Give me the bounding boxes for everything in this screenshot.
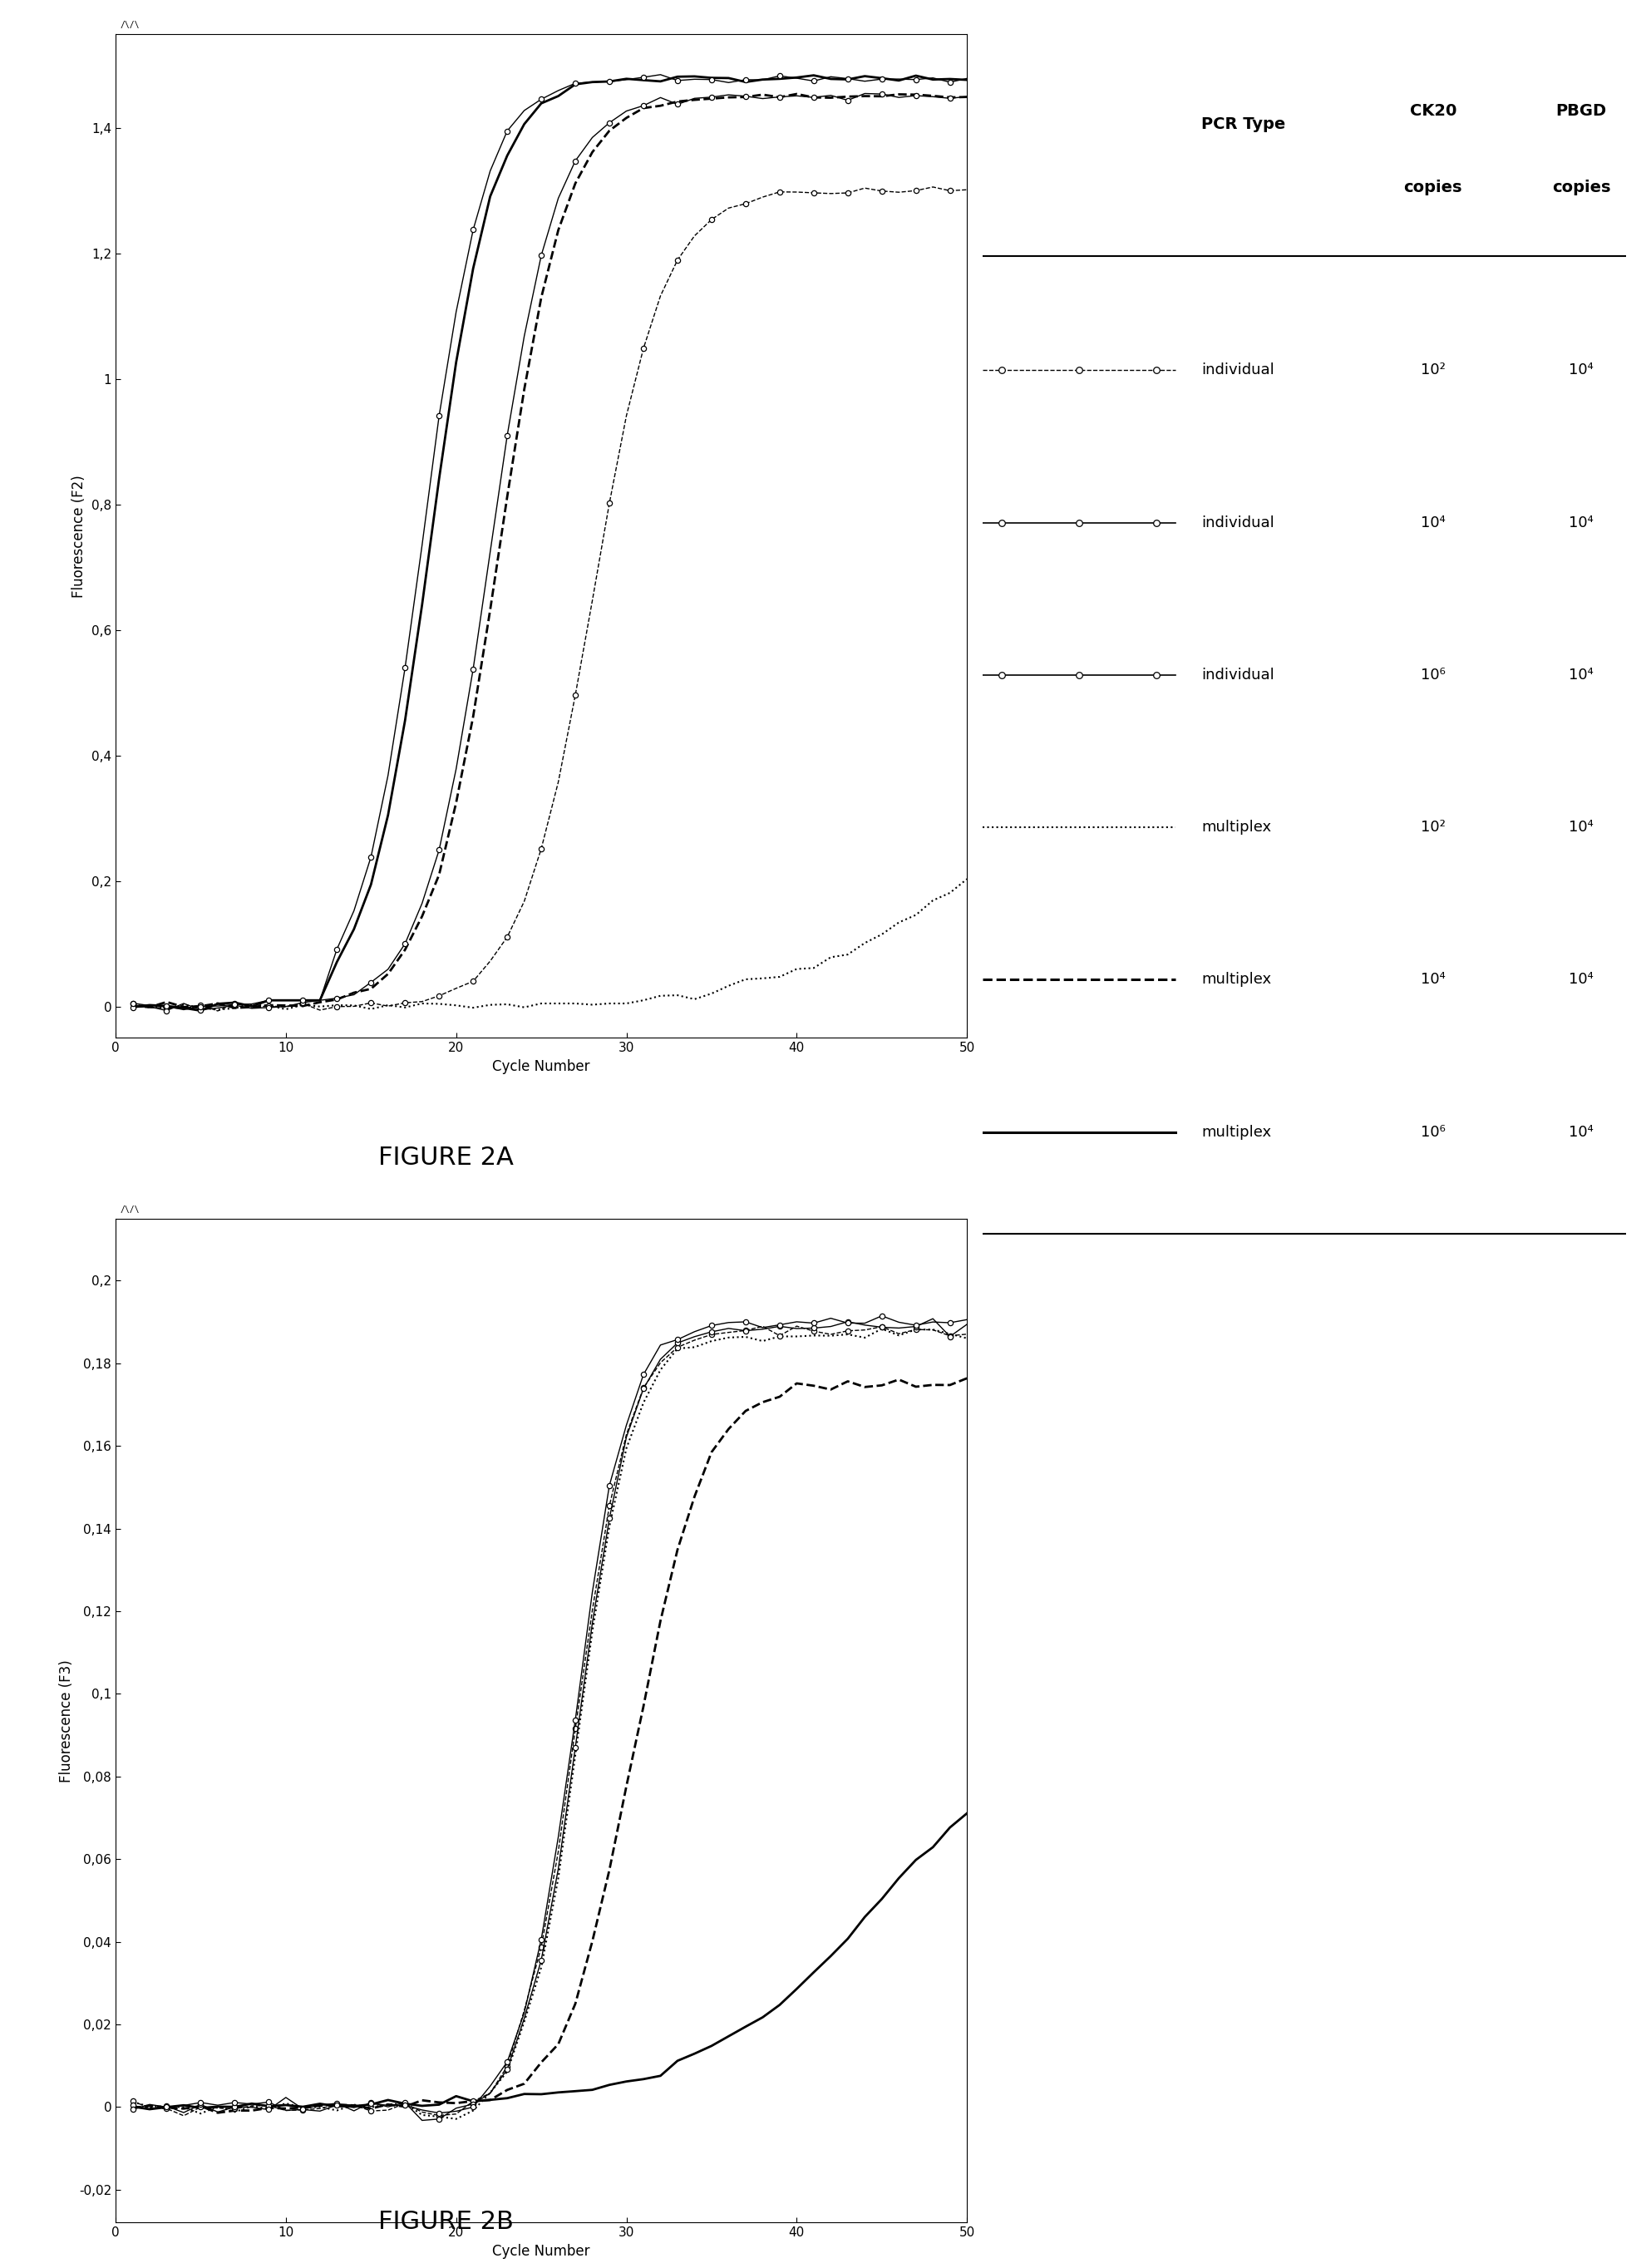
Text: FIGURE 2B: FIGURE 2B [378, 2209, 513, 2234]
Text: FIGURE 2A: FIGURE 2A [378, 1145, 513, 1170]
Text: 10⁴: 10⁴ [1422, 515, 1445, 531]
X-axis label: Cycle Number: Cycle Number [492, 1059, 589, 1075]
Text: multiplex: multiplex [1202, 1125, 1271, 1139]
Text: 10⁶: 10⁶ [1420, 667, 1446, 683]
Text: 10⁴: 10⁴ [1568, 667, 1593, 683]
Text: 10⁴: 10⁴ [1568, 973, 1593, 987]
Text: 10⁴: 10⁴ [1568, 821, 1593, 835]
Text: multiplex: multiplex [1202, 821, 1271, 835]
X-axis label: Cycle Number: Cycle Number [492, 2243, 589, 2259]
Text: individual: individual [1202, 667, 1275, 683]
Text: 10⁴: 10⁴ [1568, 363, 1593, 376]
Text: copies: copies [1403, 179, 1463, 195]
Text: PBGD: PBGD [1555, 104, 1606, 120]
Text: /\/\: /\/\ [121, 1204, 139, 1213]
Text: copies: copies [1552, 179, 1610, 195]
Text: 10⁴: 10⁴ [1422, 973, 1445, 987]
Y-axis label: Fluorescence (F2): Fluorescence (F2) [71, 474, 88, 596]
Text: PCR Type: PCR Type [1202, 116, 1286, 132]
Text: /\/\: /\/\ [121, 20, 139, 29]
Text: 10²: 10² [1420, 363, 1446, 376]
Text: 10⁴: 10⁴ [1568, 515, 1593, 531]
Text: 10⁴: 10⁴ [1568, 1125, 1593, 1139]
Text: 10⁶: 10⁶ [1420, 1125, 1446, 1139]
Text: 10²: 10² [1420, 821, 1446, 835]
Text: individual: individual [1202, 515, 1275, 531]
Text: multiplex: multiplex [1202, 973, 1271, 987]
Y-axis label: Fluorescence (F3): Fluorescence (F3) [59, 1660, 74, 1783]
Text: individual: individual [1202, 363, 1275, 376]
Text: CK20: CK20 [1410, 104, 1456, 120]
